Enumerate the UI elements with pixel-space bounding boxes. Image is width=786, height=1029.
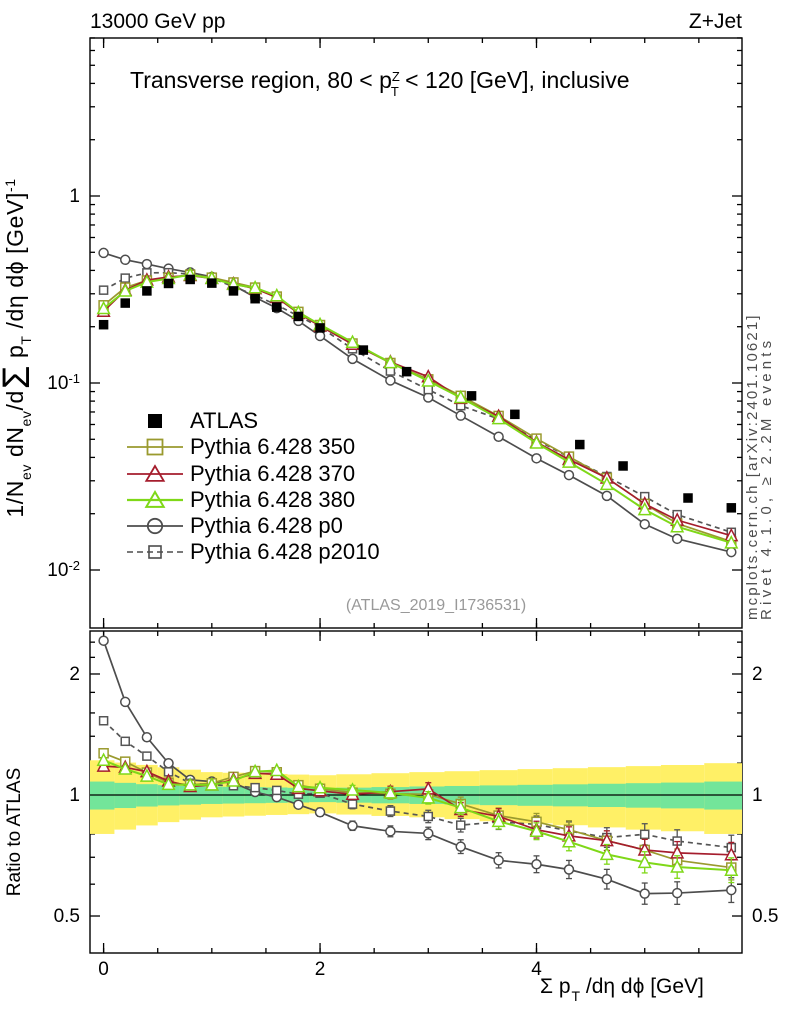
svg-text:Pythia 6.428 370: Pythia 6.428 370 [190,461,355,486]
svg-text:mcplots.cern.ch [arXiv:2401.10: mcplots.cern.ch [arXiv:2401.10621] [744,313,761,620]
svg-text:Ratio to ATLAS: Ratio to ATLAS [4,768,25,897]
svg-text:Z+Jet: Z+Jet [689,10,742,33]
svg-text:2: 2 [315,959,326,980]
svg-text:1: 1 [69,785,80,806]
svg-text:Pythia 6.428 350: Pythia 6.428 350 [190,434,355,459]
svg-text:0: 0 [98,959,109,980]
svg-text:1: 1 [69,186,80,207]
svg-text:13000 GeV pp: 13000 GeV pp [90,10,225,33]
svg-text:Pythia 6.428 380: Pythia 6.428 380 [190,487,355,512]
svg-text:0.5: 0.5 [752,906,778,927]
svg-text:1: 1 [752,785,763,806]
svg-text:Pythia 6.428 p0: Pythia 6.428 p0 [190,513,343,538]
svg-text:2: 2 [69,664,80,685]
svg-text:0.5: 0.5 [54,906,80,927]
svg-text:Pythia 6.428 p2010: Pythia 6.428 p2010 [190,539,380,564]
svg-text:(ATLAS_2019_I1736531): (ATLAS_2019_I1736531) [346,597,526,614]
svg-text:ATLAS: ATLAS [190,408,258,433]
svg-text:2: 2 [752,664,763,685]
